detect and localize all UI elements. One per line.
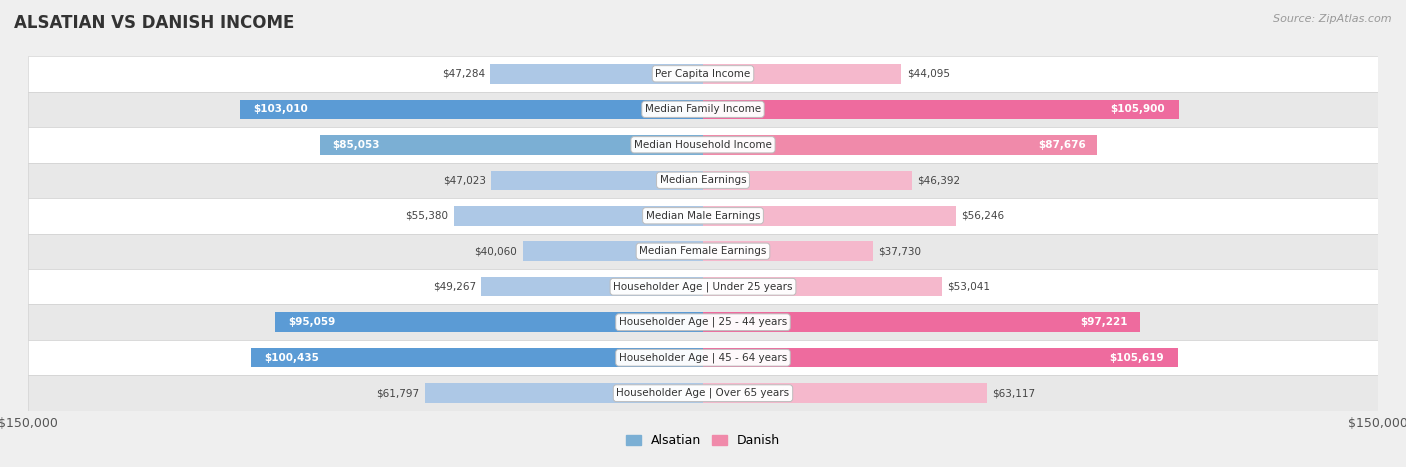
Text: Median Household Income: Median Household Income xyxy=(634,140,772,150)
Text: $49,267: $49,267 xyxy=(433,282,477,292)
Text: $95,059: $95,059 xyxy=(288,317,336,327)
Text: Householder Age | 45 - 64 years: Householder Age | 45 - 64 years xyxy=(619,353,787,363)
Text: Median Earnings: Median Earnings xyxy=(659,175,747,185)
Text: Per Capita Income: Per Capita Income xyxy=(655,69,751,79)
Text: $55,380: $55,380 xyxy=(405,211,449,221)
Bar xyxy=(321,135,703,155)
Text: $63,117: $63,117 xyxy=(993,388,1035,398)
Text: $105,900: $105,900 xyxy=(1111,104,1166,114)
Text: Median Family Income: Median Family Income xyxy=(645,104,761,114)
Bar xyxy=(454,206,703,226)
Bar xyxy=(703,277,942,297)
Bar xyxy=(703,206,956,226)
Text: $103,010: $103,010 xyxy=(253,104,308,114)
Bar xyxy=(28,375,1378,411)
Text: Householder Age | Over 65 years: Householder Age | Over 65 years xyxy=(616,388,790,398)
Bar xyxy=(28,269,1378,304)
Bar xyxy=(491,64,703,84)
Text: Householder Age | Under 25 years: Householder Age | Under 25 years xyxy=(613,282,793,292)
Text: Householder Age | 25 - 44 years: Householder Age | 25 - 44 years xyxy=(619,317,787,327)
Text: $47,284: $47,284 xyxy=(441,69,485,79)
Text: Median Female Earnings: Median Female Earnings xyxy=(640,246,766,256)
Bar xyxy=(425,383,703,403)
Bar xyxy=(28,163,1378,198)
Bar xyxy=(28,304,1378,340)
Bar xyxy=(28,56,1378,92)
Bar xyxy=(276,312,703,332)
Text: $100,435: $100,435 xyxy=(264,353,319,363)
Bar xyxy=(703,170,911,190)
Text: $61,797: $61,797 xyxy=(377,388,419,398)
Text: $46,392: $46,392 xyxy=(917,175,960,185)
Text: $53,041: $53,041 xyxy=(948,282,990,292)
Text: $85,053: $85,053 xyxy=(332,140,380,150)
Bar xyxy=(28,92,1378,127)
Bar xyxy=(28,198,1378,234)
Bar xyxy=(28,127,1378,163)
Bar xyxy=(703,99,1180,119)
Text: $105,619: $105,619 xyxy=(1109,353,1164,363)
Text: $37,730: $37,730 xyxy=(879,246,921,256)
Text: ALSATIAN VS DANISH INCOME: ALSATIAN VS DANISH INCOME xyxy=(14,14,294,32)
Bar xyxy=(703,64,901,84)
Bar xyxy=(239,99,703,119)
Bar xyxy=(481,277,703,297)
Text: $44,095: $44,095 xyxy=(907,69,950,79)
Text: $97,221: $97,221 xyxy=(1080,317,1128,327)
Bar xyxy=(703,348,1178,368)
Bar xyxy=(28,340,1378,375)
Text: Median Male Earnings: Median Male Earnings xyxy=(645,211,761,221)
Text: $87,676: $87,676 xyxy=(1038,140,1085,150)
Bar xyxy=(703,383,987,403)
Bar xyxy=(703,135,1098,155)
Bar xyxy=(703,312,1140,332)
Text: Source: ZipAtlas.com: Source: ZipAtlas.com xyxy=(1274,14,1392,24)
Bar xyxy=(28,234,1378,269)
Bar xyxy=(492,170,703,190)
Text: $40,060: $40,060 xyxy=(475,246,517,256)
Bar xyxy=(252,348,703,368)
Text: $47,023: $47,023 xyxy=(443,175,486,185)
Bar xyxy=(523,241,703,261)
Legend: Alsatian, Danish: Alsatian, Danish xyxy=(623,431,783,451)
Text: $56,246: $56,246 xyxy=(962,211,1004,221)
Bar xyxy=(703,241,873,261)
